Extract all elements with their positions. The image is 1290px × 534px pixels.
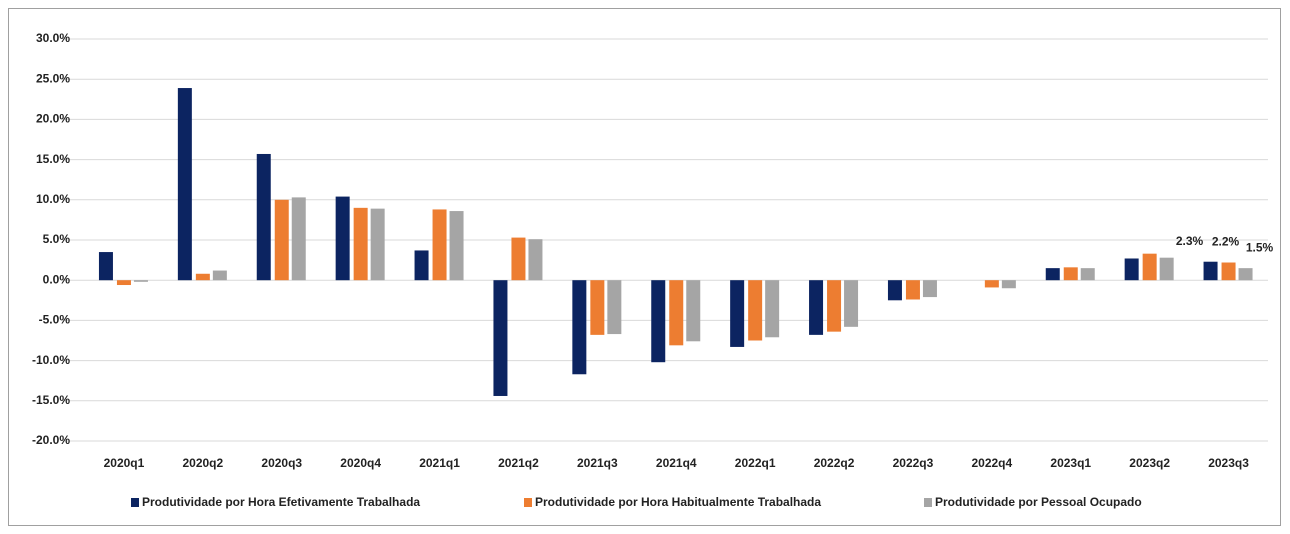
bar — [1203, 261, 1218, 281]
x-tick-label: 2021q1 — [419, 456, 460, 470]
x-tick-label: 2022q1 — [735, 456, 776, 470]
legend-label: Produtividade por Pessoal Ocupado — [935, 495, 1142, 509]
bar — [1142, 253, 1157, 281]
legend-label: Produtividade por Hora Habitualmente Tra… — [535, 495, 821, 509]
bar — [844, 280, 859, 327]
legend-swatch — [924, 498, 932, 507]
bar — [922, 280, 937, 298]
bar — [177, 88, 192, 281]
bar — [607, 280, 622, 335]
y-tick-label: -10.0% — [32, 353, 70, 367]
chart-border — [8, 8, 1281, 526]
y-tick-label: -15.0% — [32, 393, 70, 407]
bar — [1124, 258, 1139, 281]
bar — [256, 153, 271, 281]
bar — [528, 239, 543, 281]
bar — [730, 280, 745, 347]
bar — [1063, 267, 1078, 281]
bar — [748, 280, 763, 341]
x-tick-label: 2023q1 — [1050, 456, 1091, 470]
bar — [827, 280, 842, 332]
bar — [1045, 268, 1060, 281]
bar — [335, 196, 350, 281]
x-tick-label: 2023q3 — [1208, 456, 1249, 470]
bar — [98, 252, 113, 281]
y-tick-label: 5.0% — [43, 232, 71, 246]
bar — [1238, 268, 1253, 281]
bar — [590, 280, 605, 335]
data-label: 1.5% — [1246, 240, 1274, 254]
x-tick-label: 2022q3 — [893, 456, 934, 470]
bar — [651, 280, 666, 363]
x-tick-label: 2021q2 — [498, 456, 539, 470]
bar — [669, 280, 684, 346]
x-tick-label: 2022q2 — [814, 456, 855, 470]
bar — [449, 211, 464, 281]
bar — [353, 207, 368, 281]
bar — [887, 280, 902, 301]
x-tick-label: 2020q3 — [261, 456, 302, 470]
bar — [370, 208, 385, 281]
bar — [274, 199, 289, 281]
bar — [905, 280, 920, 300]
y-tick-label: 15.0% — [36, 152, 70, 166]
bar — [1159, 257, 1174, 281]
bar — [572, 280, 587, 375]
bar — [212, 270, 227, 281]
bar — [1221, 262, 1236, 281]
x-tick-label: 2020q2 — [182, 456, 223, 470]
bar — [116, 280, 131, 286]
y-tick-label: -5.0% — [39, 313, 71, 327]
x-tick-label: 2022q4 — [971, 456, 1012, 470]
bar — [432, 209, 447, 281]
x-tick-label: 2023q2 — [1129, 456, 1170, 470]
y-tick-label: 10.0% — [36, 192, 70, 206]
bar — [414, 250, 429, 281]
bar — [493, 280, 508, 396]
y-tick-label: 0.0% — [43, 272, 71, 286]
x-tick-label: 2021q3 — [577, 456, 618, 470]
bar — [809, 280, 824, 335]
x-tick-label: 2020q4 — [340, 456, 381, 470]
data-label: 2.2% — [1212, 235, 1240, 249]
x-tick-label: 2021q4 — [656, 456, 697, 470]
legend-label: Produtividade por Hora Efetivamente Trab… — [142, 495, 420, 509]
bar — [1001, 280, 1016, 289]
y-tick-label: 20.0% — [36, 112, 70, 126]
y-tick-label: -20.0% — [32, 433, 70, 447]
legend-swatch — [524, 498, 532, 507]
bar — [984, 280, 999, 288]
bar — [511, 237, 526, 281]
bar — [291, 197, 306, 281]
data-label: 2.3% — [1176, 234, 1204, 248]
y-tick-label: 25.0% — [36, 71, 70, 85]
bar — [1080, 268, 1095, 281]
bar — [133, 280, 148, 282]
bar — [686, 280, 701, 342]
y-tick-label: 30.0% — [36, 31, 70, 45]
bar — [765, 280, 780, 338]
legend-swatch — [131, 498, 139, 507]
x-tick-label: 2020q1 — [104, 456, 145, 470]
bar — [195, 273, 210, 281]
